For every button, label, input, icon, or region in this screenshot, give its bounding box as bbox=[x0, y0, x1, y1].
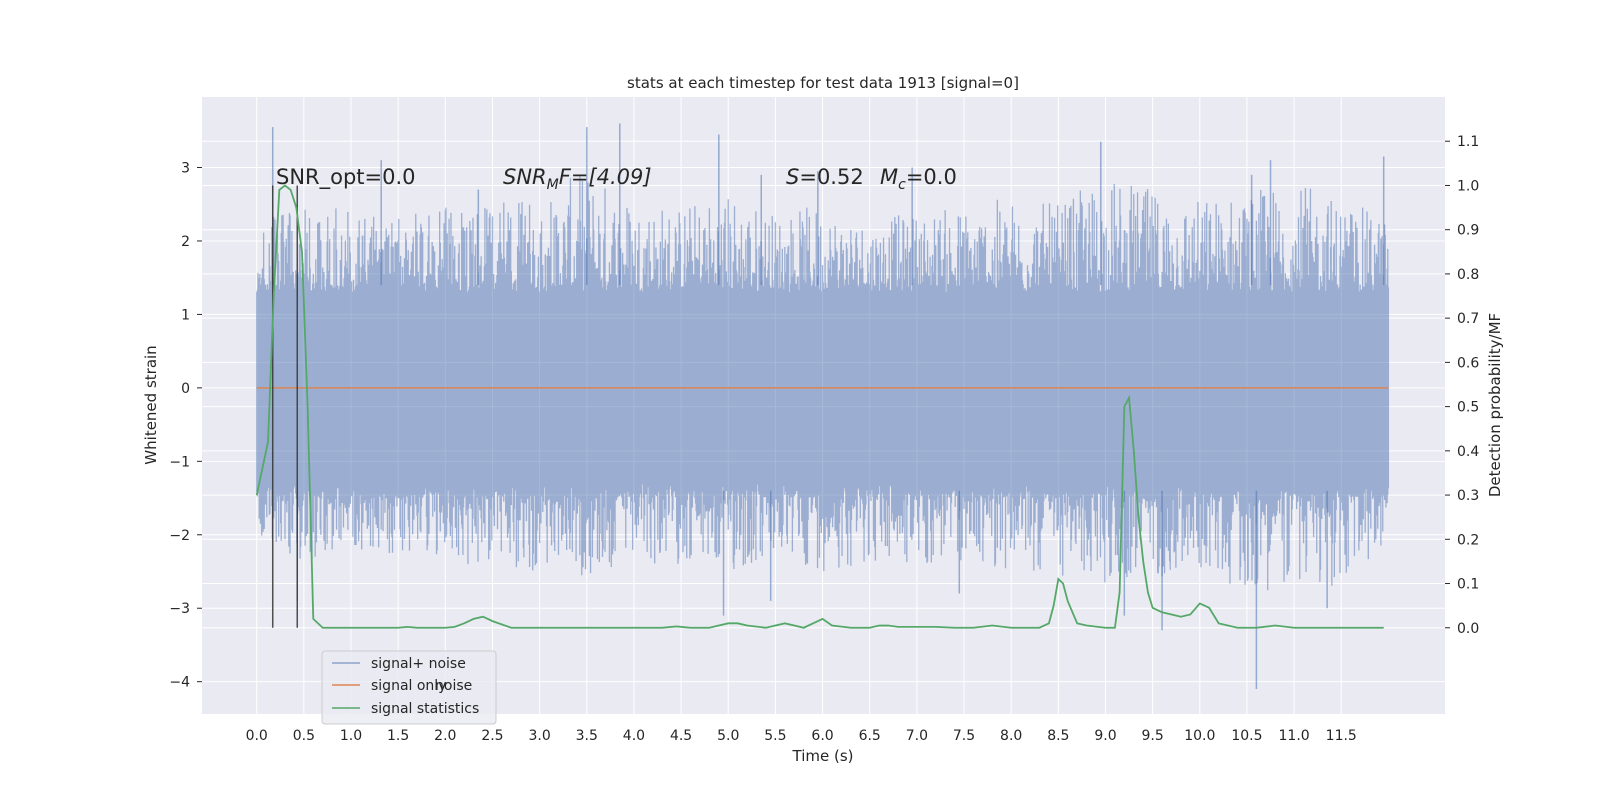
noise-trace bbox=[256, 174, 1390, 591]
y-tick-label-3: −1 bbox=[169, 454, 190, 470]
y-axis-label: Whitened strain bbox=[142, 345, 160, 464]
x-tick-label-15: 7.5 bbox=[953, 728, 975, 744]
x-tick-label-9: 4.5 bbox=[670, 728, 692, 744]
legend-ghost-text: noise bbox=[435, 678, 472, 694]
x-tick-label-3: 1.5 bbox=[387, 728, 409, 744]
y2-tick-label-6: 0.6 bbox=[1457, 355, 1479, 371]
x-tick-label-20: 10.0 bbox=[1184, 728, 1215, 744]
x-tick-label-23: 11.5 bbox=[1326, 728, 1357, 744]
annotation-mc: Mc=0.0 bbox=[880, 165, 957, 193]
x-tick-label-13: 6.5 bbox=[859, 728, 881, 744]
y-tick-label-7: 3 bbox=[181, 161, 190, 177]
y2-tick-label-0: 0.0 bbox=[1457, 621, 1479, 637]
x-tick-label-14: 7.0 bbox=[906, 728, 928, 744]
y-axis-ticks: −4 −3 −2 −1 0 1 2 3 bbox=[169, 161, 202, 691]
x-tick-label-4: 2.0 bbox=[434, 728, 456, 744]
x-tick-label-6: 3.0 bbox=[528, 728, 550, 744]
y2-tick-label-10: 1.0 bbox=[1457, 178, 1479, 194]
y2-tick-label-9: 0.9 bbox=[1457, 223, 1479, 239]
x-tick-label-16: 8.0 bbox=[1000, 728, 1022, 744]
snr-mf-main: SNR bbox=[503, 165, 547, 189]
signal-statistics-series bbox=[255, 184, 1384, 629]
x-tick-label-8: 4.0 bbox=[623, 728, 645, 744]
y2-tick-label-1: 0.1 bbox=[1457, 577, 1479, 593]
s-value: =0.52 bbox=[799, 165, 863, 189]
x-axis-ticks: 0.0 0.5 1.0 1.5 2.0 2.5 3.0 3.5 4.0 4.5 5.0 5.5 6.0 6… bbox=[246, 728, 1357, 744]
x-tick-label-18: 9.0 bbox=[1094, 728, 1116, 744]
marker-vertical-lines bbox=[271, 185, 299, 628]
y-tick-label-0: −4 bbox=[169, 675, 190, 691]
y2-tick-label-3: 0.3 bbox=[1457, 488, 1479, 504]
y-tick-label-2: −2 bbox=[169, 528, 190, 544]
y2-axis-label: Detection probability/MF bbox=[1486, 313, 1504, 497]
x-tick-label-2: 1.0 bbox=[340, 728, 362, 744]
x-tick-label-0: 0.0 bbox=[246, 728, 268, 744]
x-tick-label-19: 9.5 bbox=[1142, 728, 1164, 744]
x-tick-label-10: 5.0 bbox=[717, 728, 739, 744]
legend: signal+ noise noise signal only signal s… bbox=[321, 650, 497, 725]
s-label: S bbox=[786, 165, 799, 189]
x-tick-label-21: 10.5 bbox=[1231, 728, 1262, 744]
y2-tick-label-4: 0.4 bbox=[1457, 444, 1479, 460]
mc-main: M bbox=[880, 165, 898, 189]
y-tick-label-1: −3 bbox=[169, 601, 190, 617]
chart-title: stats at each timestep for test data 191… bbox=[627, 74, 1019, 92]
legend-label-stats: signal statistics bbox=[371, 701, 479, 717]
snr-mf-rest: F=[4.09] bbox=[559, 165, 652, 189]
y2-tick-label-11: 1.1 bbox=[1457, 134, 1479, 150]
y2-tick-label-5: 0.5 bbox=[1457, 400, 1479, 416]
x-tick-label-17: 8.5 bbox=[1047, 728, 1069, 744]
annotation-snr-opt: SNR_opt=0.0 bbox=[276, 165, 416, 190]
annotation-s: S=0.52 bbox=[786, 165, 864, 189]
legend-label-signal: signal only bbox=[371, 678, 446, 694]
mc-subscript: c bbox=[898, 177, 906, 193]
x-tick-label-12: 6.0 bbox=[811, 728, 833, 744]
y-tick-label-5: 1 bbox=[181, 307, 190, 323]
x-tick-label-5: 2.5 bbox=[481, 728, 503, 744]
y2-tick-label-8: 0.8 bbox=[1457, 267, 1479, 283]
legend-label-noise: signal+ noise bbox=[371, 656, 466, 672]
x-tick-label-1: 0.5 bbox=[293, 728, 315, 744]
y-tick-label-4: 0 bbox=[181, 381, 190, 397]
y2-tick-label-7: 0.7 bbox=[1457, 311, 1479, 327]
y2-tick-label-2: 0.2 bbox=[1457, 532, 1479, 548]
legend-box bbox=[321, 650, 497, 725]
y-tick-label-6: 2 bbox=[181, 234, 190, 250]
x-tick-label-22: 11.0 bbox=[1279, 728, 1310, 744]
y2-axis-ticks: 0.0 0.1 0.2 0.3 0.4 0.5 0.6 0.7 0.8 0.9 1.0 1.1 bbox=[1445, 134, 1479, 637]
annotation-snr-mf: SNRMF=[4.09] bbox=[503, 165, 652, 193]
x-tick-label-11: 5.5 bbox=[764, 728, 786, 744]
x-axis-label: Time (s) bbox=[792, 747, 854, 765]
mc-value: =0.0 bbox=[906, 165, 957, 189]
x-tick-label-7: 3.5 bbox=[576, 728, 598, 744]
signal-statistics-line bbox=[255, 184, 1384, 629]
snr-mf-subscript: M bbox=[547, 177, 559, 193]
